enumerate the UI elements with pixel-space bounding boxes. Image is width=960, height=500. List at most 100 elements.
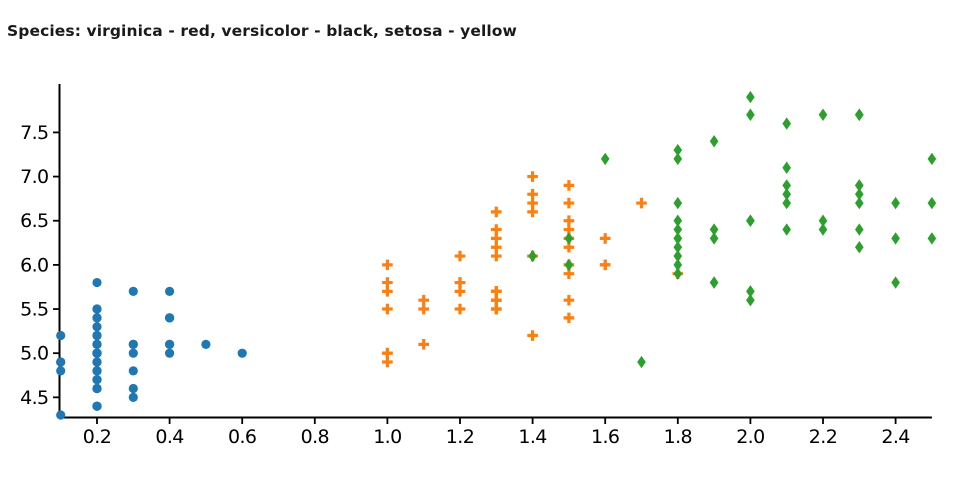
y-tick-label: 4.5	[20, 387, 48, 409]
data-point-versicolor	[563, 197, 575, 209]
data-point-versicolor	[454, 286, 466, 297]
data-point-virginica	[855, 179, 864, 192]
data-point-setosa	[165, 339, 175, 349]
data-point-virginica	[818, 223, 828, 236]
data-point-setosa	[92, 339, 102, 349]
data-point-versicolor	[527, 330, 538, 341]
data-point-setosa	[128, 366, 138, 376]
data-point-setosa	[56, 410, 66, 420]
x-tick-label: 2.2	[809, 426, 837, 448]
data-point-setosa	[92, 366, 102, 376]
x-tick-label: 0.6	[228, 426, 256, 448]
x-tick-label: 1.4	[518, 426, 547, 448]
data-point-versicolor	[636, 197, 647, 209]
data-point-versicolor	[418, 303, 429, 315]
data-point-setosa	[92, 277, 102, 288]
y-tick-label: 5.0	[20, 343, 48, 365]
data-point-virginica	[746, 108, 755, 121]
x-tick-label: 0.4	[155, 426, 184, 448]
data-point-setosa	[92, 348, 102, 358]
data-point-virginica	[927, 196, 937, 210]
data-point-versicolor	[454, 303, 466, 315]
data-point-versicolor	[491, 241, 502, 253]
data-point-virginica	[673, 232, 683, 245]
data-point-virginica	[782, 161, 791, 174]
data-point-versicolor	[491, 286, 502, 297]
x-tick-label: 2.0	[736, 426, 764, 448]
data-point-virginica	[600, 152, 610, 166]
data-point-versicolor	[527, 188, 538, 200]
data-point-virginica	[673, 249, 683, 263]
data-point-versicolor	[382, 259, 393, 271]
data-point-virginica	[746, 214, 755, 227]
data-point-virginica	[673, 152, 683, 166]
y-tick-label: 7.5	[20, 122, 48, 144]
x-tick-label: 1.0	[373, 426, 401, 448]
data-point-virginica	[709, 232, 719, 245]
data-point-setosa	[165, 313, 175, 323]
x-tick-label: 0.2	[83, 426, 111, 448]
chart-title: Species: virginica - red, versicolor - b…	[7, 22, 517, 40]
data-point-virginica	[564, 232, 574, 245]
data-point-virginica	[818, 214, 828, 227]
y-tick-label: 6.5	[20, 210, 48, 232]
data-point-setosa	[128, 392, 138, 402]
data-point-setosa	[56, 330, 66, 341]
data-point-setosa	[201, 339, 211, 349]
data-point-virginica	[891, 196, 900, 210]
data-point-virginica	[673, 223, 683, 236]
data-point-virginica	[746, 90, 755, 104]
data-point-virginica	[855, 196, 864, 210]
data-point-versicolor	[527, 206, 538, 218]
data-point-versicolor	[454, 250, 466, 262]
x-tick-label: 0.8	[301, 426, 329, 448]
data-point-setosa	[165, 286, 175, 296]
data-point-virginica	[782, 179, 791, 192]
data-point-virginica	[673, 214, 683, 227]
data-point-virginica	[673, 241, 683, 254]
data-point-virginica	[673, 143, 683, 157]
data-point-setosa	[56, 357, 66, 367]
x-tick-label: 1.8	[664, 426, 692, 448]
data-point-versicolor	[527, 171, 538, 182]
data-point-versicolor	[418, 339, 429, 350]
data-point-virginica	[855, 223, 864, 236]
data-point-setosa	[237, 348, 247, 358]
data-point-virginica	[746, 294, 755, 307]
data-point-setosa	[165, 348, 175, 358]
data-point-setosa	[92, 401, 102, 411]
data-point-setosa	[92, 313, 102, 323]
data-point-setosa	[92, 322, 102, 332]
data-point-versicolor	[563, 312, 575, 324]
data-point-setosa	[92, 375, 102, 385]
data-point-virginica	[528, 249, 537, 263]
data-point-virginica	[709, 223, 719, 236]
data-point-virginica	[637, 355, 646, 369]
data-point-setosa	[92, 330, 102, 341]
y-tick-label: 7.0	[20, 166, 48, 188]
x-tick-label: 1.6	[591, 426, 619, 448]
data-point-virginica	[673, 258, 683, 272]
data-point-virginica	[782, 223, 791, 236]
x-tick-label: 2.4	[881, 426, 910, 448]
data-point-versicolor	[382, 286, 393, 297]
data-point-virginica	[673, 196, 683, 210]
data-point-setosa	[128, 339, 138, 349]
data-point-setosa	[92, 304, 102, 314]
data-point-setosa	[92, 357, 102, 367]
data-point-setosa	[128, 286, 138, 296]
data-point-virginica	[564, 258, 574, 272]
data-point-versicolor	[563, 180, 575, 191]
data-point-virginica	[891, 276, 900, 289]
data-point-virginica	[709, 135, 719, 148]
x-tick-label: 1.2	[446, 426, 474, 448]
data-point-versicolor	[382, 303, 393, 315]
data-point-virginica	[855, 188, 864, 201]
data-point-virginica	[673, 267, 683, 280]
data-point-virginica	[782, 188, 791, 201]
data-point-virginica	[782, 117, 791, 130]
data-point-virginica	[855, 241, 864, 254]
data-point-setosa	[92, 383, 102, 394]
y-tick-label: 5.5	[20, 299, 48, 321]
